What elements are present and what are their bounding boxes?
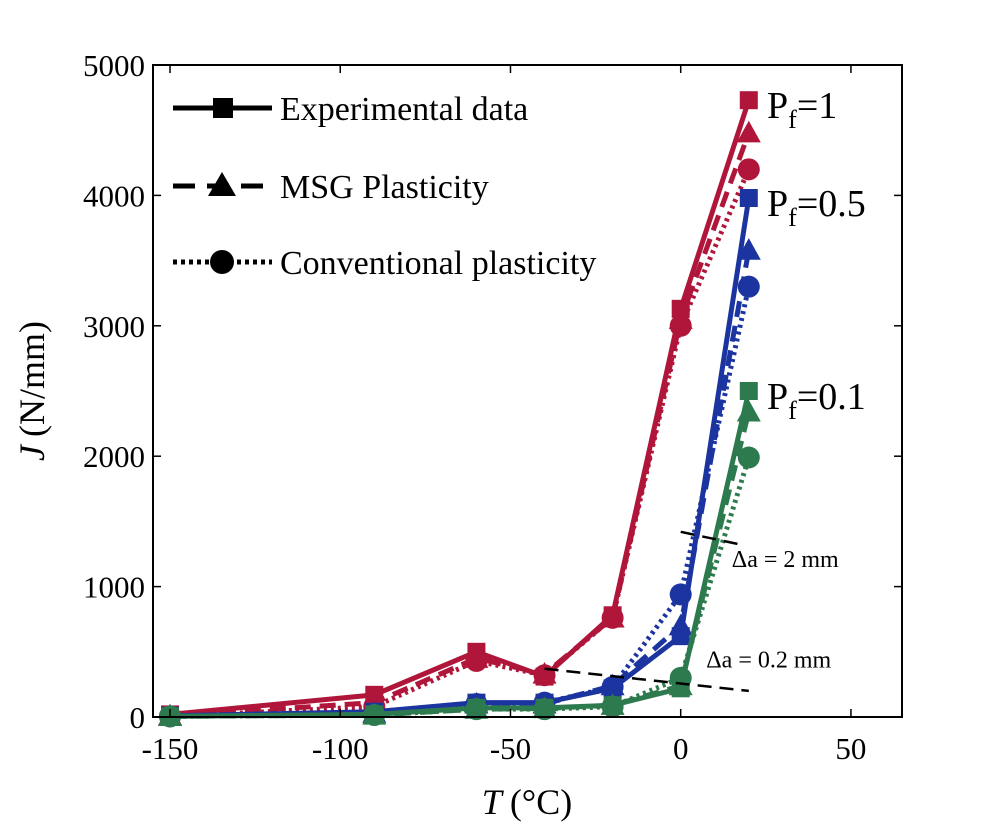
data-point-conventional bbox=[533, 698, 556, 721]
group-label: Pf=0.5 bbox=[767, 183, 866, 232]
annotation-label: Δa = 0.2 mm bbox=[706, 647, 831, 673]
y-tick-label: 5000 bbox=[83, 48, 145, 83]
x-tick-label: 0 bbox=[673, 731, 689, 766]
group-label: Pf=1 bbox=[767, 85, 837, 134]
legend-label: Experimental data bbox=[280, 91, 528, 128]
y-tick-label: 3000 bbox=[83, 309, 145, 344]
annotation-line bbox=[680, 530, 743, 547]
annotation-label: Δa = 2 mm bbox=[732, 547, 839, 573]
data-point-conventional bbox=[669, 583, 692, 606]
data-point-conventional bbox=[363, 704, 386, 727]
data-point-experimental bbox=[739, 382, 758, 400]
data-point-conventional bbox=[601, 695, 624, 718]
series-line-experimental bbox=[169, 390, 752, 719]
data-point-conventional bbox=[737, 275, 760, 298]
data-point-conventional bbox=[533, 664, 556, 687]
data-point-conventional bbox=[669, 314, 692, 337]
data-point-conventional bbox=[737, 446, 760, 469]
x-axis-title: T (°C) bbox=[482, 782, 572, 822]
data-point-conventional bbox=[601, 606, 624, 629]
y-tick-label: 2000 bbox=[83, 439, 145, 474]
y-axis-title-unit: (N/mm) bbox=[12, 321, 52, 437]
x-axis-title-unit: (°C) bbox=[510, 782, 572, 822]
x-tick-label: -100 bbox=[312, 731, 369, 766]
series-group-pf-0-1 bbox=[158, 382, 761, 728]
data-point-conventional bbox=[601, 676, 624, 699]
y-tick-label: 1000 bbox=[83, 570, 145, 605]
data-point-conventional bbox=[465, 649, 488, 672]
data-point-msg bbox=[736, 238, 761, 260]
legend-marker-triangle bbox=[208, 172, 236, 196]
data-point-experimental bbox=[739, 91, 758, 110]
x-tick-label: -150 bbox=[142, 731, 199, 766]
x-tick-label: 50 bbox=[835, 731, 866, 766]
series-line-conventional bbox=[170, 456, 752, 719]
y-tick-label: 0 bbox=[130, 700, 146, 735]
axes-frame bbox=[152, 64, 903, 718]
data-point-msg bbox=[736, 120, 761, 143]
legend-marker-square bbox=[213, 98, 233, 118]
data-point-experimental bbox=[739, 189, 758, 208]
x-tick-label: -50 bbox=[490, 731, 531, 766]
legend: Experimental data MSG Plasticity Conventio… bbox=[173, 91, 596, 282]
y-axis-title: J (N/mm) bbox=[12, 321, 52, 461]
series-line-msg bbox=[169, 131, 752, 719]
data-point-msg bbox=[668, 613, 693, 636]
data-point-conventional bbox=[737, 158, 760, 181]
x-axis-title-var: T bbox=[482, 782, 505, 822]
legend-label: Conventional plasticity bbox=[280, 245, 596, 282]
y-tick-label: 4000 bbox=[83, 178, 145, 213]
group-labels: Pf=1 Pf=0.5 Pf=0.1 bbox=[767, 85, 866, 425]
data-point-conventional bbox=[465, 698, 488, 721]
axis-titles: T (°C) J (N/mm) bbox=[12, 321, 572, 822]
annotation-line bbox=[544, 667, 749, 693]
y-axis-title-var: J bbox=[12, 443, 52, 461]
group-label: Pf=0.1 bbox=[767, 376, 866, 425]
legend-label: MSG Plasticity bbox=[280, 169, 489, 206]
legend-marker-circle bbox=[210, 250, 234, 274]
series-line-msg bbox=[169, 249, 752, 719]
plot-area bbox=[158, 91, 761, 728]
annotations: Δa = 2 mm Δa = 0.2 mm bbox=[544, 530, 839, 693]
data-point-msg bbox=[736, 399, 761, 422]
